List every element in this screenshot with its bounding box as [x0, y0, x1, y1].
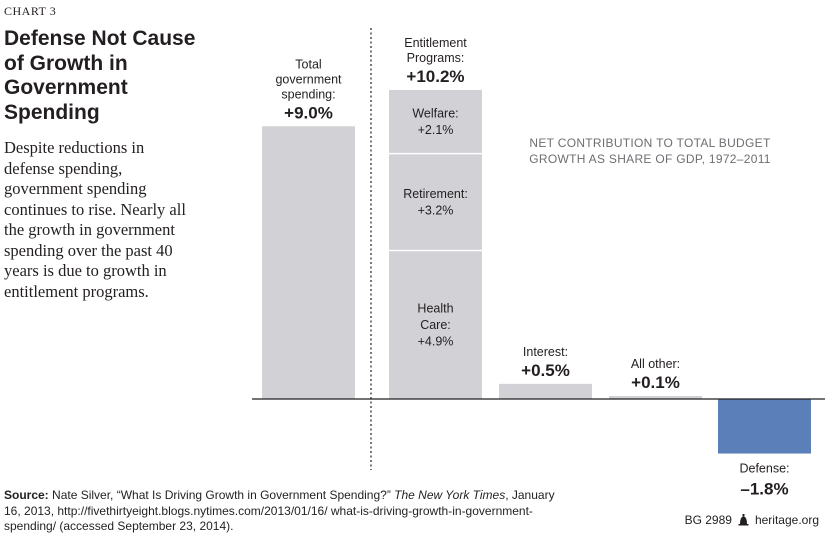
- bar-total: [262, 126, 355, 400]
- bar-defense: [718, 399, 811, 454]
- bar-interest-label: Interest:: [523, 345, 568, 359]
- source-text-after: , January 16, 2013, http://fivethirtyeig…: [4, 488, 555, 533]
- bar-interest: [499, 383, 592, 399]
- segment-label: Welfare:: [412, 107, 458, 121]
- site-name: heritage.org: [754, 513, 819, 527]
- bar-allother: [609, 395, 702, 399]
- report-id: BG 2989: [684, 513, 732, 527]
- footer: BG 2989 heritage.org: [685, 513, 819, 527]
- chart-number: CHART 3: [4, 4, 57, 18]
- bar-total-label: government: [275, 72, 342, 86]
- bar-allother-label: All other:: [631, 357, 680, 371]
- bar-entitlement-label: Entitlement: [404, 36, 467, 50]
- bar-allother-value-label: +0.1%: [631, 373, 680, 392]
- chart-note: NET CONTRIBUTION TO TOTAL BUDGET GROWTH …: [529, 136, 771, 166]
- segment-label: Health: [417, 301, 453, 315]
- source-label: Source:: [4, 488, 49, 502]
- source-note: Source: Nate Silver, “What Is Driving Gr…: [4, 488, 564, 535]
- segment-value-label: +4.9%: [418, 334, 454, 348]
- bar-entitlement-value-label: +10.2%: [406, 67, 464, 86]
- segment-label: Care:: [420, 318, 451, 332]
- bar-total-label: Total: [295, 57, 321, 71]
- source-text: Nate Silver, “What Is Driving Growth in …: [48, 488, 395, 502]
- bar-defense-value-label: –1.8%: [740, 480, 788, 499]
- bar-total-label: spending:: [281, 87, 335, 101]
- bar-entitlement: [389, 89, 482, 399]
- chart-description: Despite reductions in defense spending, …: [4, 138, 186, 301]
- segment-value-label: +2.1%: [418, 123, 454, 137]
- liberty-bell-icon: [738, 514, 749, 526]
- segment-value-label: +3.2%: [418, 203, 454, 217]
- bar-interest-value-label: +0.5%: [521, 361, 570, 380]
- bar-defense-label: Defense:: [739, 462, 789, 476]
- segment-label: Retirement:: [403, 187, 468, 201]
- source-publication: The New York Times: [394, 488, 506, 502]
- bar-total-value-label: +9.0%: [284, 103, 333, 122]
- chart-title: Defense Not Cause of Growth in Governmen…: [4, 27, 196, 124]
- bar-entitlement-label: Programs:: [407, 51, 465, 65]
